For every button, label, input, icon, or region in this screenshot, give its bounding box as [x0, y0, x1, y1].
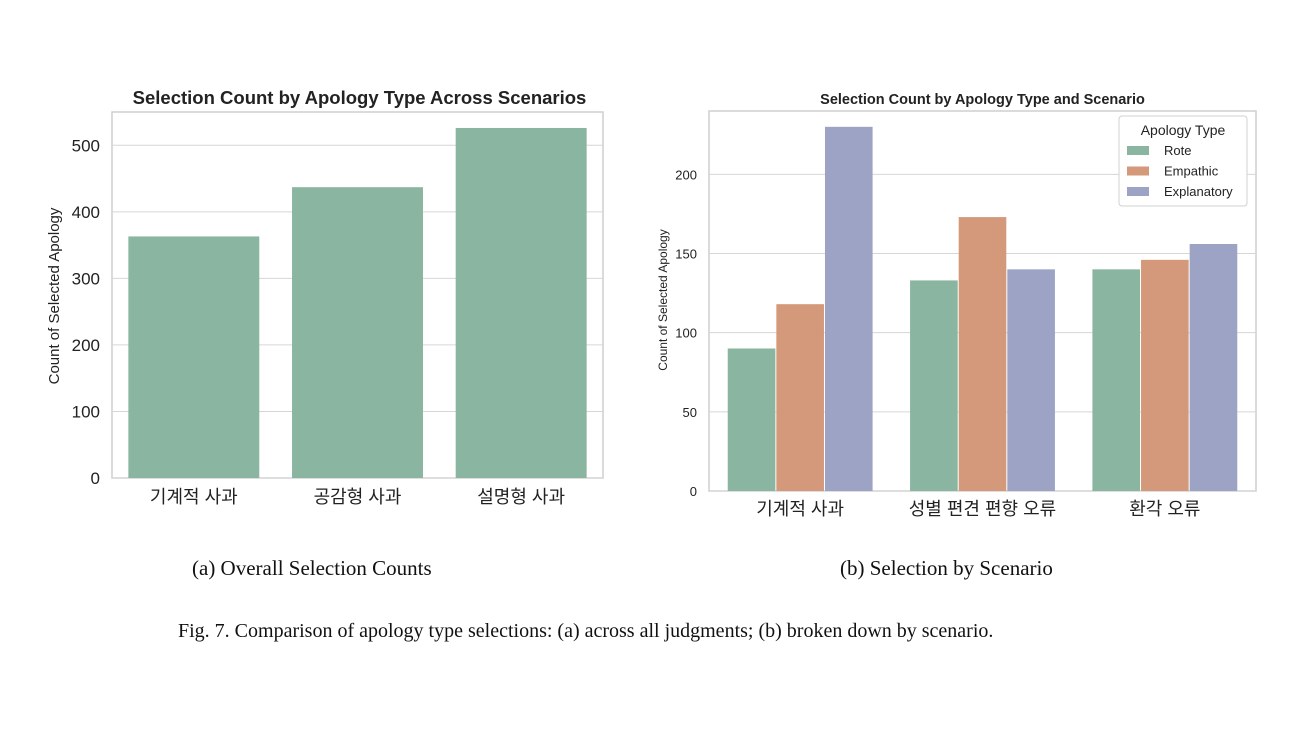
- y-tick-label: 0: [91, 469, 100, 488]
- y-tick-label: 100: [72, 402, 100, 421]
- legend-swatch-rote: [1127, 146, 1149, 155]
- legend-swatch-empathic: [1127, 166, 1149, 176]
- chart-title: Selection Count by Apology Type and Scen…: [820, 92, 1145, 108]
- figure-caption: Fig. 7. Comparison of apology type selec…: [178, 620, 994, 642]
- bar-rote: [910, 280, 958, 491]
- y-tick-label: 50: [683, 405, 697, 420]
- y-tick-label: 200: [72, 336, 100, 355]
- legend-label: Explanatory: [1164, 184, 1233, 199]
- legend-title: Apology Type: [1141, 122, 1226, 138]
- bar-explanatory: [1007, 269, 1055, 491]
- caption-a: (a) Overall Selection Counts: [192, 556, 432, 580]
- x-tick-label: 환각 오류: [1129, 499, 1200, 519]
- y-tick-label: 100: [675, 326, 697, 341]
- chart-a-svg: 0 100 200 300 400 500 기계적 사과 공감형 사과 설명형 사과 Select…: [46, 87, 604, 507]
- bar-rote: [1092, 269, 1141, 491]
- y-tick-label: 0: [690, 484, 697, 499]
- x-tick-label: 설명형 사과: [477, 487, 565, 507]
- legend-label: Rote: [1164, 143, 1191, 158]
- caption-b: (b) Selection by Scenario: [840, 556, 1053, 580]
- legend-label: Empathic: [1164, 164, 1219, 179]
- chart-overall-selection: 0 100 200 300 400 500 기계적 사과 공감형 사과 설명형 사과 Select…: [0, 0, 640, 560]
- chart-selection-by-scenario: 0 50 100 150 200 기계적 사과 성별 편견 편향 오류 환각 오류 Select…: [640, 0, 1312, 560]
- y-axis-label: Count of Selected Apology: [656, 229, 670, 370]
- bar-empathic: [776, 304, 824, 491]
- y-tick-label: 400: [72, 203, 100, 222]
- y-tick-label: 500: [72, 136, 100, 155]
- y-axis-label: Count of Selected Apology: [46, 207, 63, 384]
- y-tick-label: 300: [72, 269, 100, 288]
- bar-rote: [727, 348, 776, 491]
- x-tick-label: 성별 편견 편향 오류: [909, 499, 1056, 519]
- y-tick-label: 200: [675, 167, 697, 182]
- x-tick-label: 기계적 사과: [150, 487, 238, 507]
- bar-explanatory: [824, 126, 873, 491]
- bar: [128, 236, 260, 478]
- chart-title: Selection Count by Apology Type Across S…: [133, 87, 587, 108]
- bar: [455, 127, 587, 478]
- x-tick-label: 공감형 사과: [314, 487, 402, 507]
- bar-empathic: [958, 217, 1007, 492]
- bar-empathic: [1141, 259, 1189, 491]
- bar: [292, 187, 423, 479]
- legend-box: [1118, 115, 1248, 207]
- x-tick-label: 기계적 사과: [756, 499, 844, 519]
- legend-swatch-explanatory: [1127, 187, 1149, 196]
- chart-b-svg: 0 50 100 150 200 기계적 사과 성별 편견 편향 오류 환각 오류 Select…: [656, 92, 1257, 519]
- bar-explanatory: [1189, 244, 1238, 491]
- y-tick-label: 150: [675, 247, 697, 262]
